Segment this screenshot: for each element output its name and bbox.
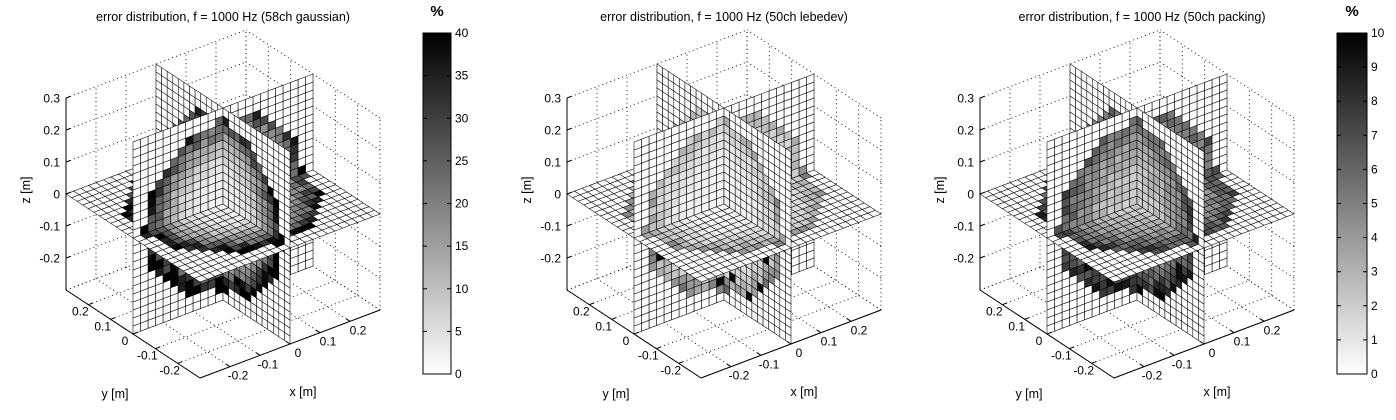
xtick-label: 0 <box>796 346 803 360</box>
xtick-label: 0.2 <box>1264 323 1281 337</box>
xtick-label: 0.1 <box>320 335 337 349</box>
xtick-label: 0.2 <box>851 323 868 337</box>
slice-mesh <box>65 63 381 345</box>
colorbar-tick-label: 10 <box>1371 26 1385 40</box>
xtick-label: 0 <box>295 346 302 360</box>
colorbar-tick-label: 0 <box>1371 367 1378 381</box>
ztick-label: 0.1 <box>957 155 974 169</box>
ytick-label: 0 <box>623 334 630 348</box>
ylabel-3: y [m] <box>1015 387 1043 401</box>
xtick-label: 0.2 <box>350 323 367 337</box>
tick-labels: 0.30.20.10-0.1-0.2-0.2-0.100.10.20.20.10… <box>39 91 366 382</box>
xtick-label: -0.1 <box>258 357 279 371</box>
colorbar-tick-label: 5 <box>455 324 462 338</box>
slice-mesh <box>566 63 882 345</box>
colorbar-tick-label: 9 <box>1371 60 1378 74</box>
tick-labels: 0.30.20.10-0.1-0.2-0.2-0.100.10.20.20.10… <box>540 91 867 382</box>
ytick-label: 0 <box>122 334 129 348</box>
slice-mesh <box>979 63 1295 345</box>
ytick-label: -0.1 <box>638 349 659 363</box>
ytick-label: 0.1 <box>595 319 612 333</box>
ztick-label: 0.3 <box>43 91 60 105</box>
ztick-label: 0 <box>967 187 974 201</box>
xtick-label: 0.1 <box>821 335 838 349</box>
ytick-label: 0.2 <box>72 305 89 319</box>
colorbar-unit-label-3: % <box>1345 3 1359 20</box>
xlabel-2: x [m] <box>790 385 818 399</box>
colorbar-tick-label: 4 <box>1371 231 1378 245</box>
ztick-label: -0.2 <box>540 251 561 265</box>
ytick-label: 0.1 <box>1008 319 1025 333</box>
xtick-label: -0.2 <box>1142 369 1163 383</box>
ztick-label: 0.2 <box>43 123 60 137</box>
ztick-label: -0.1 <box>953 219 974 233</box>
colorbar-tick-label: 35 <box>455 69 469 83</box>
xlabel-1: x [m] <box>289 385 317 399</box>
ytick-label: -0.2 <box>159 363 180 377</box>
colorbar-tick-label: 10 <box>455 282 469 296</box>
xtick-label: -0.1 <box>1172 357 1193 371</box>
subplot-50ch-packing: 0.30.20.10-0.1-0.2-0.2-0.100.10.20.20.10… <box>953 26 1384 383</box>
xtick-label: -0.2 <box>228 369 249 383</box>
title-58ch-gaussian: error distribution, f = 1000 Hz (58ch ga… <box>96 10 350 24</box>
ytick-label: 0.2 <box>986 305 1003 319</box>
ytick-label: -0.2 <box>1073 363 1094 377</box>
ytick-label: 0.1 <box>94 319 111 333</box>
colorbar-tick-label: 0 <box>455 367 462 381</box>
title-50ch-lebedev: error distribution, f = 1000 Hz (50ch le… <box>600 10 848 24</box>
ztick-label: 0 <box>554 187 561 201</box>
colorbar-50ch-packing: 0 1 2 3 4 5 6 7 8 9 10 <box>1336 26 1385 381</box>
colorbar-tick-label: 30 <box>455 111 469 125</box>
ytick-label: 0 <box>1036 334 1043 348</box>
ytick-label: -0.1 <box>1051 349 1072 363</box>
ztick-label: -0.2 <box>953 251 974 265</box>
colorbar-tick-label: 40 <box>455 26 469 40</box>
xlabel-3: x [m] <box>1203 385 1231 399</box>
subplot-58ch-gaussian: 0.30.20.10-0.1-0.2-0.2-0.100.10.20.20.10… <box>39 26 468 383</box>
colorbar-tick-label: 20 <box>455 197 469 211</box>
ztick-label: 0.2 <box>957 123 974 137</box>
ztick-label: 0.3 <box>544 91 561 105</box>
ztick-label: -0.1 <box>540 219 561 233</box>
colorbar-58ch-gaussian: 0 5 10 15 20 25 30 35 40 <box>422 26 469 381</box>
ztick-label: 0.2 <box>544 123 561 137</box>
zlabel-3: z [m] <box>933 176 947 204</box>
colorbar-tick-label: 2 <box>1371 299 1378 313</box>
ztick-label: -0.1 <box>39 219 60 233</box>
colorbar-tick-label: 6 <box>1371 162 1378 176</box>
ztick-label: 0.1 <box>43 155 60 169</box>
ztick-label: -0.2 <box>39 251 60 265</box>
colorbar-tick-label: 25 <box>455 154 469 168</box>
ztick-label: 0 <box>53 187 60 201</box>
xtick-label: 0.1 <box>1234 335 1251 349</box>
ztick-label: 0.3 <box>957 91 974 105</box>
ytick-label: -0.1 <box>137 349 158 363</box>
colorbar-tick-label: 1 <box>1371 333 1378 347</box>
ytick-label: 0.2 <box>573 305 590 319</box>
ytick-label: -0.2 <box>660 363 681 377</box>
xtick-label: -0.2 <box>729 369 750 383</box>
subplot-50ch-lebedev: 0.30.20.10-0.1-0.2-0.2-0.100.10.20.20.10… <box>540 29 882 383</box>
ylabel-2: y [m] <box>602 387 630 401</box>
ztick-label: 0.1 <box>544 155 561 169</box>
ylabel-1: y [m] <box>101 387 129 401</box>
colorbar-tick-label: 7 <box>1371 128 1378 142</box>
colorbar-tick-label: 3 <box>1371 265 1378 279</box>
title-50ch-packing: error distribution, f = 1000 Hz (50ch pa… <box>1018 10 1266 24</box>
xtick-label: 0 <box>1209 346 1216 360</box>
colorbar-tick-label: 5 <box>1371 197 1378 211</box>
tick-labels: 0.30.20.10-0.1-0.2-0.2-0.100.10.20.20.10… <box>953 91 1280 382</box>
zlabel-2: z [m] <box>520 176 534 204</box>
colorbar-tick-label: 15 <box>455 239 469 253</box>
colorbar-tick-label: 8 <box>1371 94 1378 108</box>
colorbar-unit-label-1: % <box>430 3 444 20</box>
xtick-label: -0.1 <box>759 357 780 371</box>
zlabel-1: z [m] <box>19 176 33 204</box>
